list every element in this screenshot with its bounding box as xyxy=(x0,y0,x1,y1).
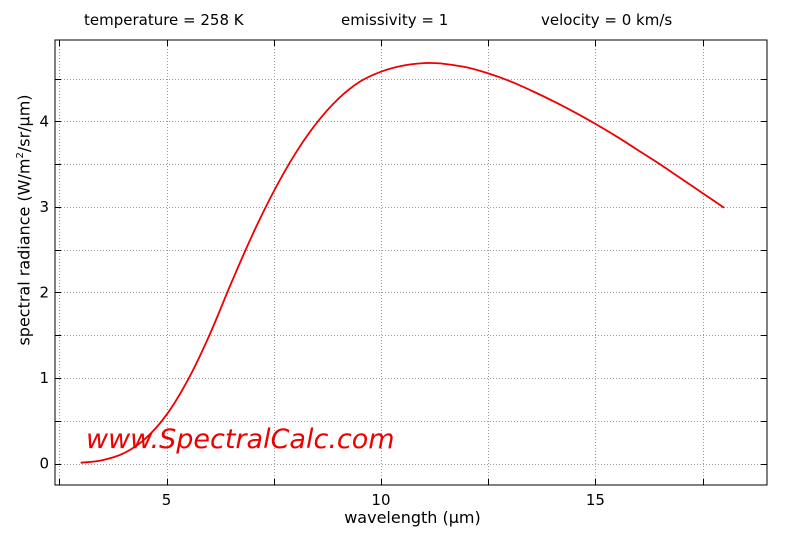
y-tick-label: 0 xyxy=(39,455,49,473)
velocity-label: velocity = 0 km/s xyxy=(541,11,673,29)
y-axis-label-suffix: /sr/µm) xyxy=(14,94,34,153)
x-tick-label: 5 xyxy=(162,491,172,509)
x-tick-label: 10 xyxy=(371,491,390,509)
y-axis-label-superscript: 2 xyxy=(15,152,27,159)
x-tick-labels: 5 10 15 xyxy=(162,491,605,509)
y-tick-label: 2 xyxy=(39,283,49,301)
x-axis-label: wavelength (µm) xyxy=(344,508,481,527)
y-tick-label: 1 xyxy=(39,369,49,387)
temperature-label: temperature = 258 K xyxy=(84,11,244,29)
y-tick-label: 3 xyxy=(39,198,49,216)
y-axis-label-prefix: spectral radiance (W/m xyxy=(14,158,34,346)
emissivity-label: emissivity = 1 xyxy=(341,11,449,29)
y-axis-label: spectral radiance (W/m2/sr/µm) xyxy=(15,94,34,345)
watermark-text: www.SpectralCalc.com xyxy=(86,424,395,455)
axis-ticks xyxy=(55,40,767,485)
plot-frame xyxy=(54,39,768,486)
grid-lines xyxy=(55,40,767,485)
y-tick-labels: 0 1 2 3 4 xyxy=(39,112,49,472)
x-tick-label: 15 xyxy=(586,491,605,509)
y-tick-label: 4 xyxy=(39,112,49,130)
radiance-curve xyxy=(80,61,725,464)
